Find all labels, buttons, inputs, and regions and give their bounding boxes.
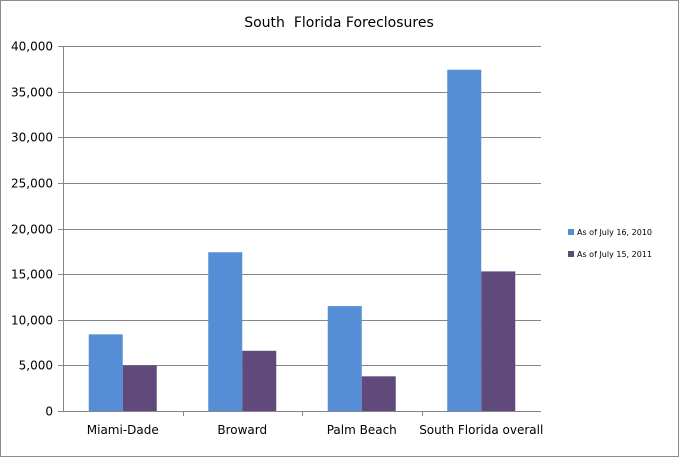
y-tick-label: 20,000 bbox=[11, 223, 53, 237]
bar-2011 bbox=[481, 271, 516, 411]
y-tick-label: 30,000 bbox=[11, 131, 53, 145]
legend-label: As of July 16, 2010 bbox=[577, 228, 652, 237]
x-axis-tick-labels: Miami-Dade Broward Palm Beach South Florida… bbox=[87, 423, 544, 437]
bars bbox=[88, 69, 516, 411]
y-tick-label: 10,000 bbox=[11, 314, 53, 328]
x-tick-label: South Florida overall bbox=[419, 423, 543, 437]
bar-2011 bbox=[361, 376, 396, 411]
x-tick-label: Miami-Dade bbox=[87, 423, 159, 437]
legend-swatch bbox=[568, 229, 574, 235]
y-tick-label: 0 bbox=[45, 405, 53, 419]
bar-2010 bbox=[208, 252, 243, 411]
bar-2010 bbox=[88, 334, 123, 411]
bar-2010 bbox=[327, 306, 362, 411]
bar-2010 bbox=[447, 69, 482, 411]
bar-2011 bbox=[122, 365, 157, 411]
y-tick-label: 5,000 bbox=[19, 359, 53, 373]
legend: As of July 16, 2010 As of July 15, 2011 bbox=[568, 228, 652, 259]
gridlines bbox=[63, 46, 541, 366]
y-tick-label: 35,000 bbox=[11, 86, 53, 100]
axes bbox=[58, 46, 541, 416]
bar-2011 bbox=[242, 350, 277, 411]
x-tick-label: Palm Beach bbox=[327, 423, 397, 437]
legend-swatch bbox=[568, 251, 574, 257]
x-tick-label: Broward bbox=[217, 423, 267, 437]
legend-label: As of July 15, 2011 bbox=[577, 250, 652, 259]
y-tick-label: 15,000 bbox=[11, 268, 53, 282]
chart-title: South Florida Foreclosures bbox=[244, 15, 434, 31]
y-tick-label: 25,000 bbox=[11, 177, 53, 191]
y-axis-tick-labels: 0 5,000 10,000 15,000 20,000 25,000 30,000 35,0… bbox=[11, 40, 53, 419]
y-tick-label: 40,000 bbox=[11, 40, 53, 54]
